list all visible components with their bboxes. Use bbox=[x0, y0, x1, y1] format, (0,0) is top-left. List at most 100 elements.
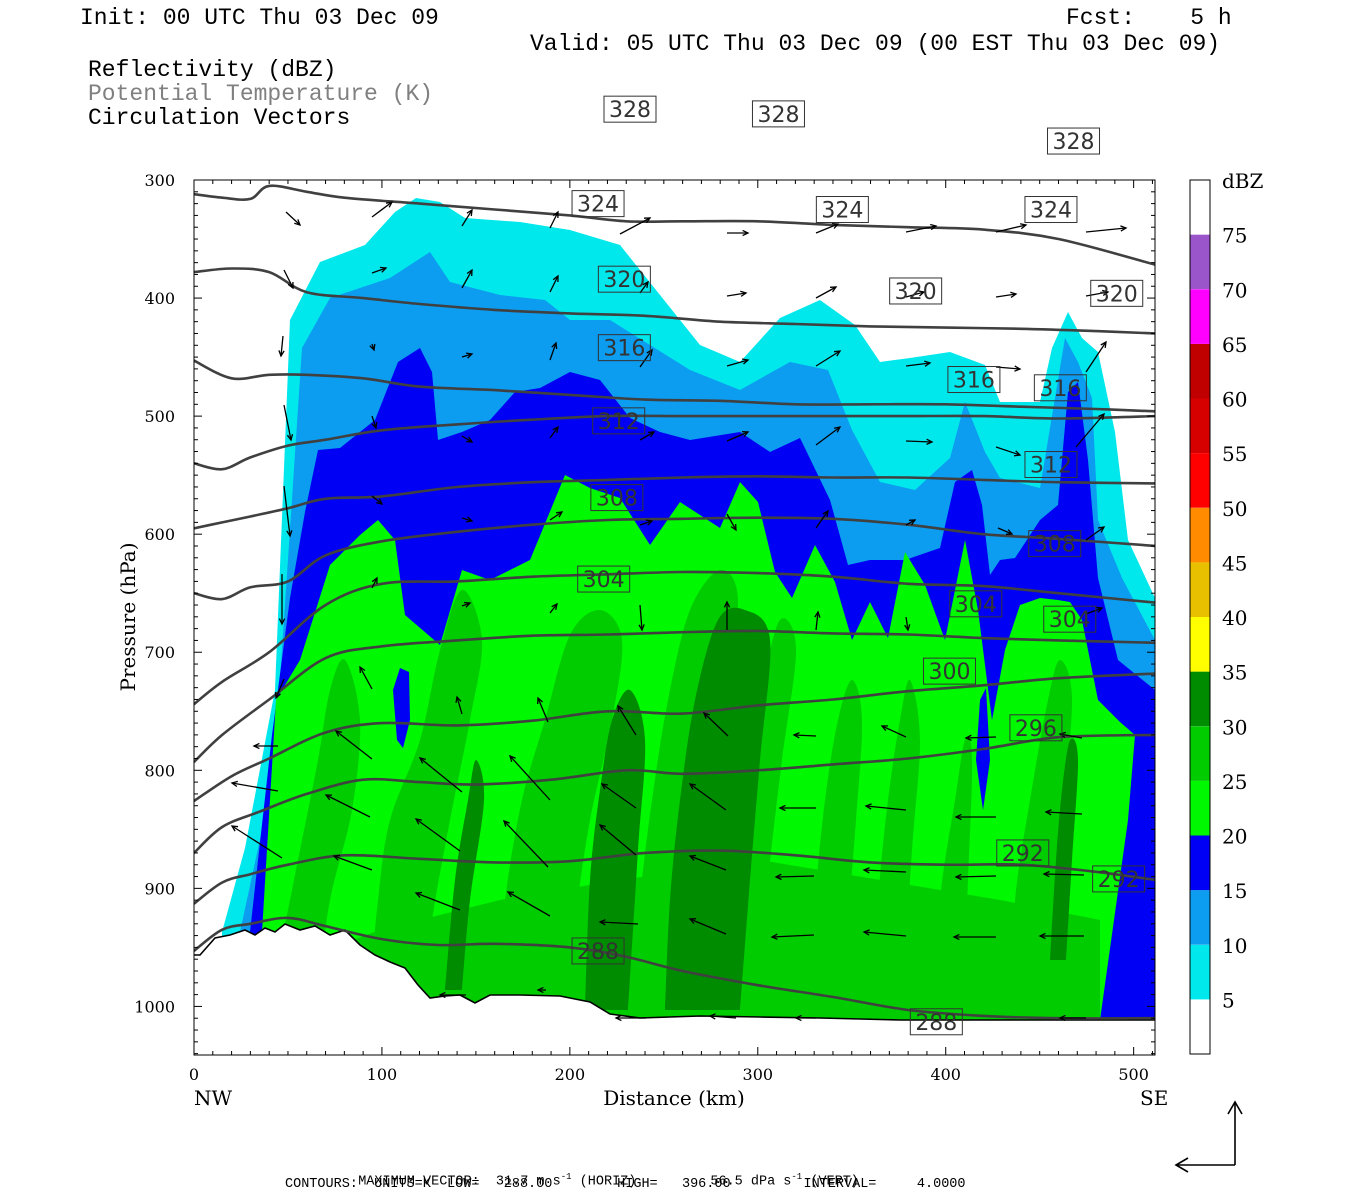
circulation-vector bbox=[334, 730, 373, 760]
circulation-vector bbox=[278, 335, 285, 358]
circulation-vector bbox=[1058, 731, 1083, 739]
colorbar-swatch bbox=[1190, 453, 1210, 508]
circulation-vector bbox=[332, 854, 373, 871]
isentrope-288 bbox=[194, 916, 1155, 1020]
field-reflectivity: Reflectivity (dBZ) bbox=[88, 57, 337, 83]
valid-time: Valid: 05 UTC Thu 03 Dec 09 (00 EST Thu … bbox=[530, 31, 1221, 57]
circulation-vector bbox=[230, 825, 283, 859]
max-vector-horiz-tag: (HORIZ) bbox=[571, 1174, 637, 1189]
circulation-vector bbox=[549, 425, 559, 439]
svg-text:308: 308 bbox=[1034, 533, 1076, 558]
circulation-vector bbox=[283, 269, 294, 290]
circulation-vector bbox=[639, 280, 649, 294]
circulation-vector bbox=[688, 918, 727, 935]
svg-text:316: 316 bbox=[603, 337, 645, 362]
circulation-vector bbox=[815, 222, 840, 234]
isentrope-label-304: 304 bbox=[1043, 605, 1097, 633]
y-tick-label: 600 bbox=[144, 525, 175, 544]
circulation-vector bbox=[770, 933, 815, 940]
isentrope-label-288: 288 bbox=[909, 1008, 963, 1036]
x-tick-label: 0 bbox=[189, 1065, 199, 1084]
colorbar-tick-label: 5 bbox=[1222, 988, 1235, 1012]
circulation-vector bbox=[723, 600, 731, 630]
colorbar-swatch bbox=[1190, 234, 1210, 290]
circulation-vector bbox=[905, 519, 917, 526]
isentrope-label-304: 304 bbox=[949, 590, 1003, 618]
max-vector-note: MAXIMUM VECTOR: 31.7 m s-1 (HORIZ) 56.5 d… bbox=[342, 1159, 859, 1189]
circulation-vector bbox=[815, 350, 842, 367]
colorbar-swatch bbox=[1190, 343, 1210, 399]
circulation-vector bbox=[619, 217, 652, 235]
svg-text:304: 304 bbox=[955, 593, 997, 618]
isentrope-label-328: 328 bbox=[1047, 127, 1101, 155]
colorbar-tick-label: 30 bbox=[1222, 715, 1247, 739]
circulation-vector bbox=[952, 933, 996, 941]
isentrope-label-328: 328 bbox=[751, 100, 805, 128]
circulation-vector bbox=[792, 732, 817, 739]
circulation-vector bbox=[252, 742, 278, 750]
circulation-vector bbox=[438, 991, 466, 999]
isentrope-contours bbox=[194, 184, 1155, 1020]
circulation-vector bbox=[369, 343, 376, 352]
circulation-vector bbox=[815, 286, 838, 299]
colorbar-tick-label: 65 bbox=[1222, 333, 1247, 357]
circulation-vector bbox=[414, 891, 461, 911]
circulation-vector bbox=[537, 696, 549, 723]
svg-text:300: 300 bbox=[928, 660, 970, 685]
circulation-vector bbox=[702, 711, 729, 737]
circulation-vector bbox=[1085, 340, 1107, 373]
colorbar-swatch bbox=[1190, 671, 1210, 727]
colorbar-swatch bbox=[1190, 180, 1210, 235]
reference-vector-icon bbox=[1174, 1100, 1243, 1173]
y-tick-label: 900 bbox=[144, 879, 175, 898]
svg-text:304: 304 bbox=[1049, 608, 1091, 633]
circulation-vector bbox=[726, 431, 750, 442]
circulation-vector bbox=[371, 266, 388, 274]
circulation-vector bbox=[598, 919, 639, 926]
colorbar-swatch bbox=[1190, 890, 1210, 945]
svg-text:292: 292 bbox=[1002, 842, 1044, 867]
circulation-vector bbox=[905, 438, 934, 445]
y-tick-label: 800 bbox=[144, 761, 175, 780]
circulation-vector bbox=[536, 986, 546, 994]
svg-text:316: 316 bbox=[1039, 377, 1081, 402]
isentrope-label-324: 324 bbox=[1024, 196, 1078, 224]
circulation-vector bbox=[1075, 412, 1105, 448]
field-potential-temperature: Potential Temperature (K) bbox=[88, 81, 434, 107]
circulation-vector bbox=[371, 201, 394, 218]
circulation-vector bbox=[275, 678, 285, 700]
svg-text:320: 320 bbox=[1096, 282, 1138, 307]
circulation-vector bbox=[461, 352, 474, 359]
circulation-vector bbox=[285, 211, 302, 227]
isentrope-label-316: 316 bbox=[1033, 374, 1087, 402]
y-tick-label: 1000 bbox=[134, 997, 175, 1016]
circulation-vector bbox=[954, 873, 997, 881]
circulation-vector bbox=[778, 804, 816, 812]
svg-text:320: 320 bbox=[603, 268, 645, 293]
isentrope-300 bbox=[194, 672, 1155, 803]
circulation-vectors bbox=[230, 201, 1128, 1022]
isentrope-label-312: 312 bbox=[1024, 451, 1078, 479]
circulation-vector bbox=[862, 929, 907, 937]
circulation-vector bbox=[549, 511, 564, 521]
circulation-vector bbox=[954, 813, 996, 821]
circulation-vector bbox=[509, 754, 551, 801]
reflectivity-30-streak bbox=[445, 760, 485, 990]
circulation-vector bbox=[598, 824, 637, 856]
isentrope-label-304: 304 bbox=[577, 565, 631, 593]
circulation-vector bbox=[688, 854, 727, 871]
reflectivity-15-notch bbox=[393, 668, 410, 748]
isentrope-324 bbox=[194, 359, 1155, 413]
circulation-vector bbox=[1085, 606, 1104, 615]
circulation-vector bbox=[614, 1014, 646, 1022]
isentrope-316 bbox=[194, 474, 1155, 530]
circulation-vector bbox=[774, 873, 815, 881]
circulation-vector bbox=[461, 208, 473, 227]
circulation-vector bbox=[905, 290, 926, 298]
x-tick-label: 400 bbox=[930, 1065, 961, 1084]
colorbar-tick-label: 20 bbox=[1222, 825, 1247, 849]
circulation-vector bbox=[414, 818, 461, 852]
colorbar-tick-label: 75 bbox=[1222, 224, 1247, 248]
isentrope-label-316: 316 bbox=[597, 334, 651, 362]
circulation-vector bbox=[688, 783, 727, 811]
